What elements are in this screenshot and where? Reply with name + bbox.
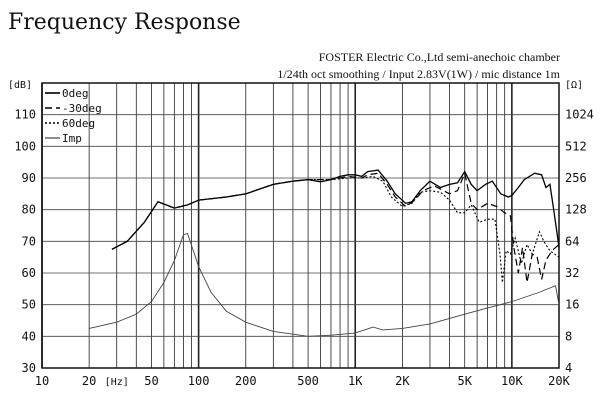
- y-tick-label: 110: [14, 108, 36, 122]
- series-line-60deg: [111, 175, 560, 283]
- x-tick-label: 20K: [548, 374, 570, 388]
- legend-entry: 0deg: [62, 87, 89, 100]
- x-tick-label: 100: [188, 374, 210, 388]
- y2-tick-label: 8: [565, 329, 572, 343]
- x-tick-label: 200: [235, 374, 257, 388]
- x-tick-label: 10K: [501, 374, 523, 388]
- y2-tick-label: 1024: [565, 108, 594, 122]
- chart-title: Frequency Response: [8, 10, 241, 35]
- x-axis-label: [Hz]: [105, 377, 129, 388]
- y-tick-label: 40: [22, 329, 36, 343]
- x-tick-label: 1K: [348, 374, 363, 388]
- x-tick-label: 20: [82, 374, 96, 388]
- x-tick-label: 50: [144, 374, 158, 388]
- y2-tick-label: 64: [565, 234, 579, 248]
- y-axis-label: [dB]: [8, 80, 32, 91]
- y2-tick-label: 512: [565, 139, 587, 153]
- y-tick-label: 60: [22, 266, 36, 280]
- x-tick-label: 2K: [395, 374, 410, 388]
- chart-subtitle-2: 1/24th oct smoothing / Input 2.83V(1W) /…: [277, 67, 560, 81]
- series-line--30deg: [111, 171, 560, 283]
- y-tick-label: 90: [22, 171, 36, 185]
- y2-tick-label: 4: [565, 361, 572, 375]
- legend-entry: Imp: [62, 132, 82, 145]
- x-tick-label: 500: [297, 374, 319, 388]
- y-tick-label: 100: [14, 139, 36, 153]
- y-tick-label: 70: [22, 234, 36, 248]
- plot-frame: [41, 82, 560, 369]
- y2-tick-label: 256: [565, 171, 587, 185]
- legend-entry: -30deg: [62, 102, 102, 115]
- x-tick-label: 5K: [457, 374, 472, 388]
- y-tick-label: 80: [22, 203, 36, 217]
- y2-axis-label: [Ω]: [565, 80, 583, 91]
- x-tick-label: 10: [35, 374, 49, 388]
- series-line-Imp: [89, 232, 560, 337]
- chart-subtitle-1: FOSTER Electric Co.,Ltd semi-anechoic ch…: [318, 50, 560, 64]
- y2-tick-label: 32: [565, 266, 579, 280]
- y-tick-label: 30: [22, 361, 36, 375]
- y2-tick-label: 16: [565, 298, 579, 312]
- y-tick-label: 50: [22, 298, 36, 312]
- y2-tick-label: 128: [565, 203, 587, 217]
- legend-entry: 60deg: [62, 117, 95, 130]
